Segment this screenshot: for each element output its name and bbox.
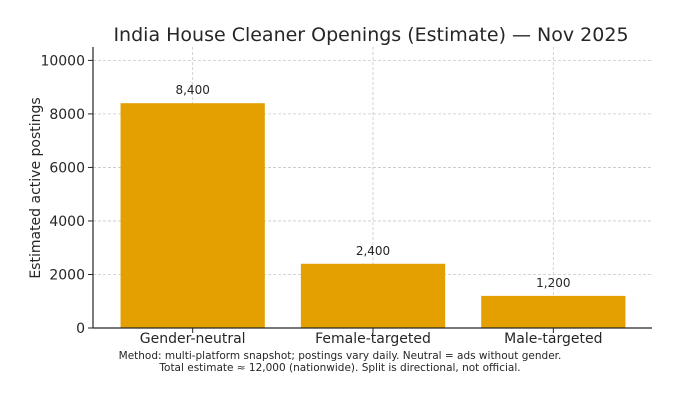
data-label: 8,400 [175, 83, 209, 97]
y-axis-label: Estimated active postings [28, 97, 44, 278]
bar [120, 103, 265, 328]
ticks: 0 2000 4000 6000 8000 10000 Gender-neutral Fema… [40, 53, 602, 347]
x-tick-label: Gender-neutral [140, 331, 246, 347]
y-tick-label: 2000 [49, 267, 85, 283]
bars [120, 103, 626, 328]
bar [300, 263, 446, 328]
data-label: 2,400 [356, 244, 390, 258]
bar [481, 295, 626, 328]
footnote-line-1: Method: multi-platform snapshot; posting… [119, 350, 562, 362]
y-tick-label: 8000 [49, 107, 85, 123]
y-tick-label: 10000 [40, 53, 85, 69]
data-labels: 8,400 2,400 1,200 [175, 83, 570, 290]
x-tick-label: Male-targeted [504, 331, 602, 347]
data-label: 1,200 [536, 276, 570, 290]
x-tick-label: Female-targeted [315, 331, 431, 347]
y-tick-label: 0 [76, 321, 85, 337]
chart-title: India House Cleaner Openings (Estimate) … [113, 24, 628, 46]
y-tick-label: 4000 [49, 214, 85, 230]
y-tick-label: 6000 [49, 160, 85, 176]
footnote-line-2: Total estimate ≈ 12,000 (nationwide). Sp… [158, 362, 520, 374]
